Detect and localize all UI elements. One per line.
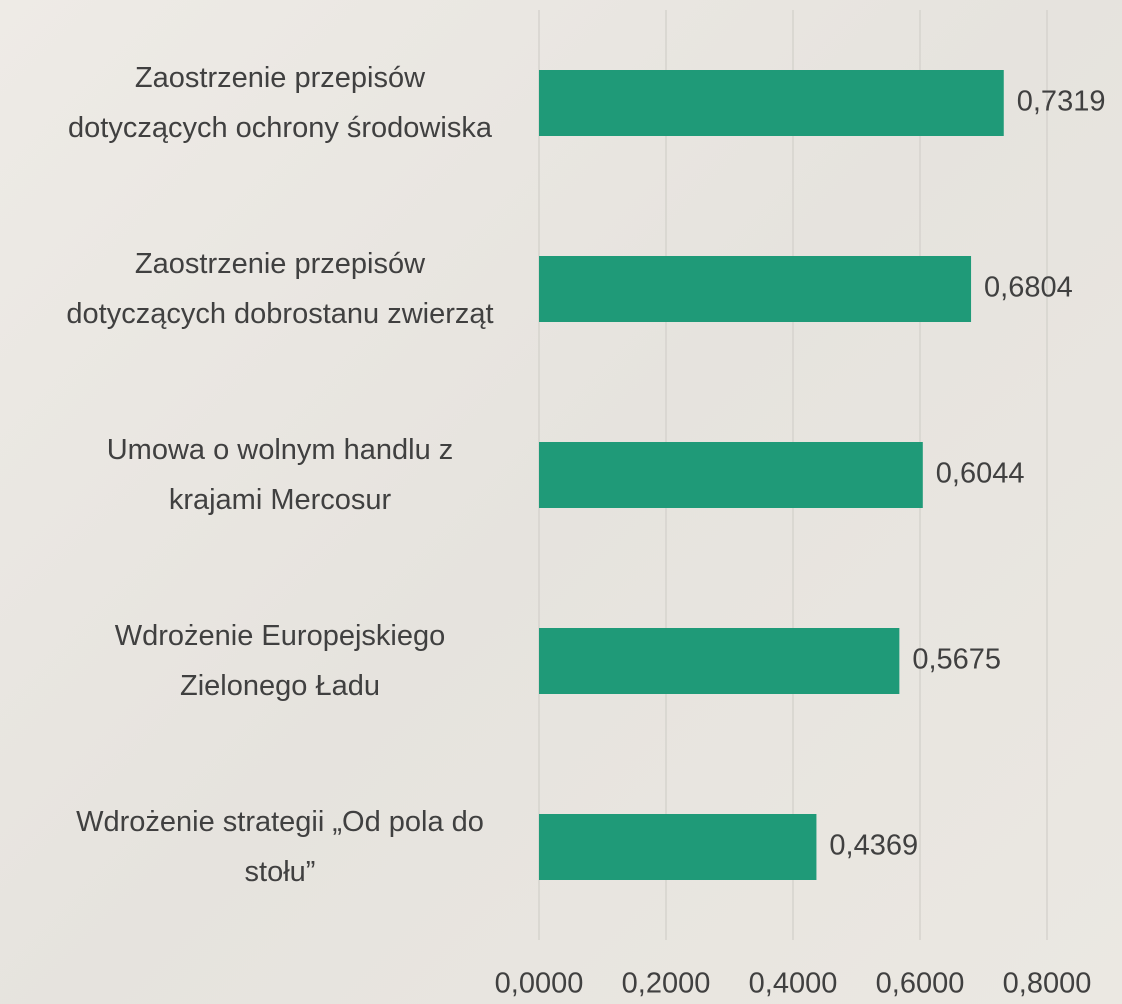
bar	[539, 442, 923, 508]
category-label: Wdrożenie Europejskiego Zielonego Ładu	[60, 571, 500, 751]
bar	[539, 814, 816, 880]
category-label: Zaostrzenie przepisów dotyczących ochron…	[60, 13, 500, 193]
bar	[539, 70, 1004, 136]
category-label: Zaostrzenie przepisów dotyczących dobros…	[60, 199, 500, 379]
bar	[539, 256, 971, 322]
x-tick-label: 0,4000	[749, 968, 838, 1000]
x-tick-label: 0,2000	[622, 968, 711, 1000]
x-tick-label: 0,6000	[876, 968, 965, 1000]
value-label: 0,5675	[912, 644, 1001, 676]
category-label: Umowa o wolnym handlu z krajami Mercosur	[60, 385, 500, 565]
page: 0,0000 0,2000 0,4000 0,6000 0,8000 0,7319 0,68…	[0, 0, 1122, 1004]
value-label: 0,6044	[936, 458, 1025, 490]
bar	[539, 628, 899, 694]
category-label: Wdrożenie strategii „Od pola do stołu”	[60, 757, 500, 937]
value-label: 0,4369	[829, 830, 918, 862]
x-tick-label: 0,8000	[1003, 968, 1092, 1000]
x-tick-label: 0,0000	[495, 968, 584, 1000]
value-label: 0,6804	[984, 272, 1073, 304]
value-label: 0,7319	[1017, 86, 1106, 118]
